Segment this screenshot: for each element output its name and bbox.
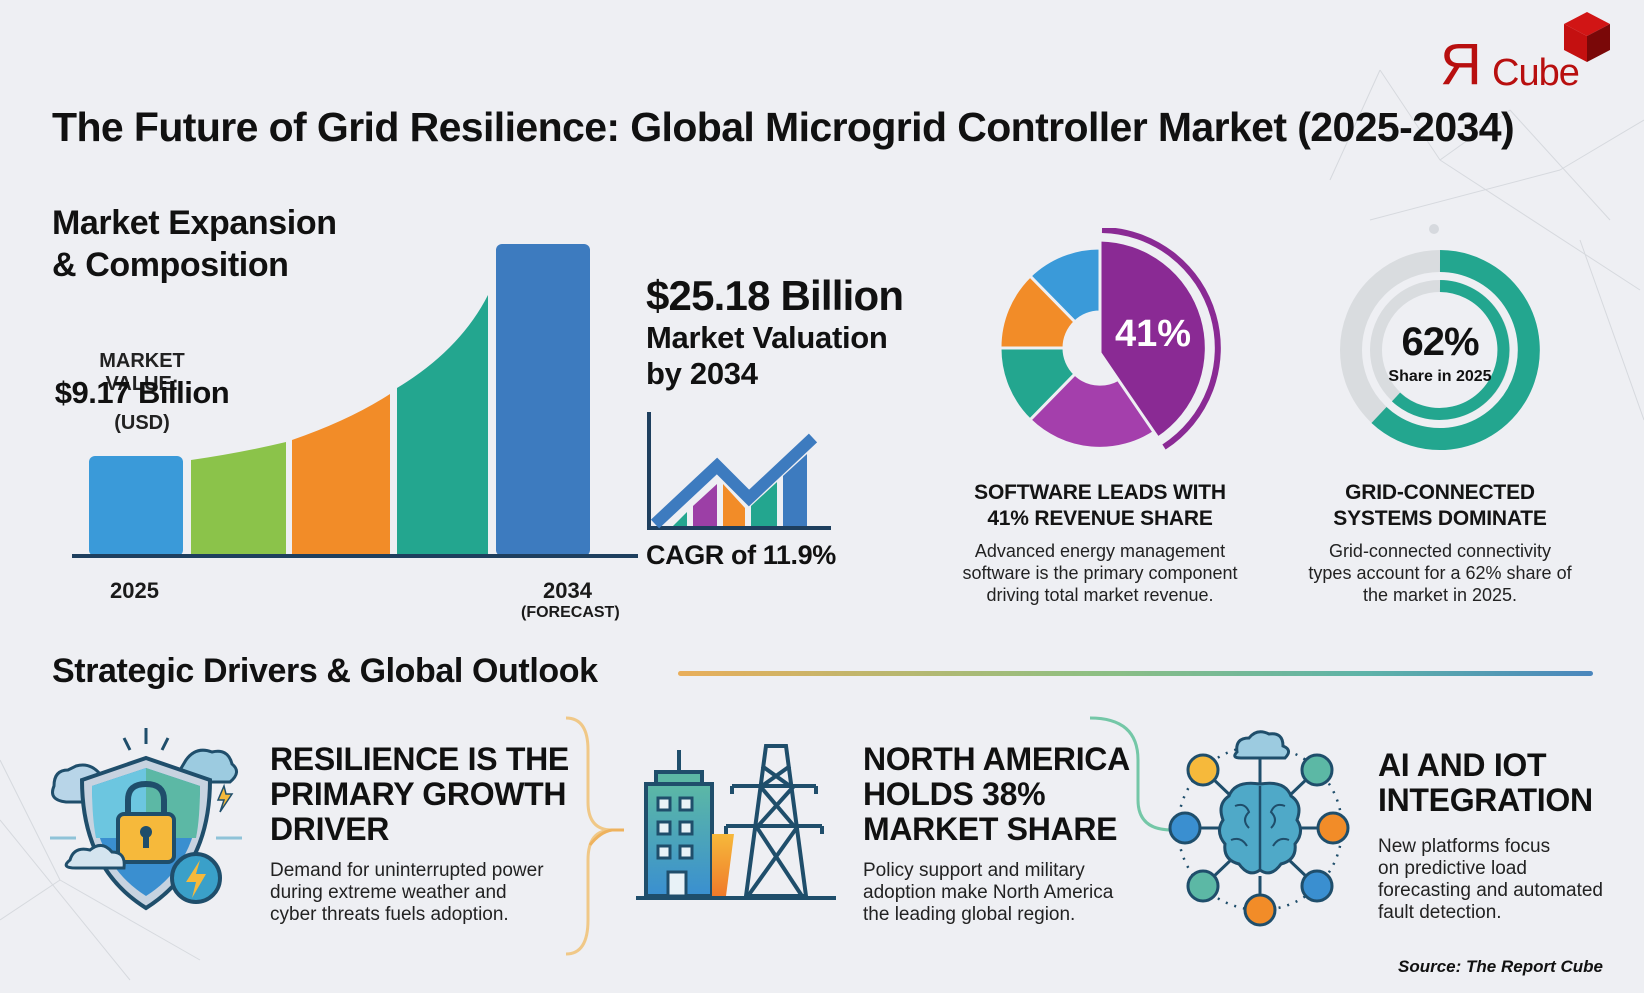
driver-connectors xyxy=(565,716,1173,956)
section-divider-gradient xyxy=(678,671,1593,676)
caption-line: by 2034 xyxy=(646,356,758,391)
building-tower-icon xyxy=(636,744,836,900)
desc-line: on predictive load xyxy=(1378,858,1527,879)
market-value-2034: $25.18 Billion xyxy=(646,272,904,319)
heading-line: MARKET SHARE xyxy=(863,811,1118,847)
desc-line: software is the primary component xyxy=(962,563,1238,583)
driver-2-heading: NORTH AMERICA HOLDS 38% MARKET SHARE xyxy=(863,742,1130,847)
desc-line: driving total market revenue. xyxy=(986,585,1214,605)
software-description: Advanced energy management software is t… xyxy=(940,540,1260,606)
section-title-line: & Composition xyxy=(52,246,289,284)
software-percent: 41% xyxy=(1115,313,1191,355)
heading-line: GRID-CONNECTED xyxy=(1345,481,1535,504)
heading-line: RESILIENCE IS THE xyxy=(270,741,569,777)
desc-line: Grid-connected connectivity xyxy=(1328,541,1552,561)
bar-2034 xyxy=(496,244,590,556)
page-title: The Future of Grid Resilience: Global Mi… xyxy=(52,104,1515,150)
desc-line: cyber threats fuels adoption. xyxy=(270,904,509,925)
desc-line: types account for a 62% share of xyxy=(1308,563,1572,583)
grid-sub-label: Share in 2025 xyxy=(1388,368,1492,385)
shield-lock-icon xyxy=(50,728,242,911)
grid-description: Grid-connected connectivity types accoun… xyxy=(1280,540,1600,606)
x-label-2025: 2025 xyxy=(110,578,159,603)
driver-3-heading: AI AND IOT INTEGRATION xyxy=(1378,748,1593,818)
source-attribution: Source: The Report Cube xyxy=(1398,957,1603,976)
heading-line: INTEGRATION xyxy=(1378,782,1593,818)
heading-line: SYSTEMS DOMINATE xyxy=(1333,507,1547,530)
desc-line: Policy support and military xyxy=(863,860,1085,881)
desc-line: fault detection. xyxy=(1378,902,1502,923)
driver-1-description: Demand for uninterrupted power during ex… xyxy=(270,860,544,926)
desc-line: during extreme weather and xyxy=(270,882,507,903)
heading-line: NORTH AMERICA xyxy=(863,741,1130,777)
heading-line: PRIMARY GROWTH xyxy=(270,776,567,812)
chart-baseline xyxy=(72,554,638,558)
grid-heading: GRID-CONNECTED SYSTEMS DOMINATE xyxy=(1290,480,1590,532)
section-title-strategic-drivers: Strategic Drivers & Global Outlook xyxy=(52,652,598,690)
x-label-forecast: (FORECAST) xyxy=(521,604,620,621)
driver-1-heading: RESILIENCE IS THE PRIMARY GROWTH DRIVER xyxy=(270,742,569,847)
desc-line: the leading global region. xyxy=(863,904,1076,925)
desc-line: New platforms focus xyxy=(1378,836,1551,857)
logo-text: Cube xyxy=(1492,52,1580,94)
caption-line: Market Valuation xyxy=(646,320,888,355)
growth-segment-orange xyxy=(292,394,390,556)
brand-logo: R Cube xyxy=(1440,10,1620,97)
desc-line: Demand for uninterrupted power xyxy=(270,860,544,881)
desc-line: the market in 2025. xyxy=(1362,585,1518,605)
desc-line: Advanced energy management xyxy=(974,541,1226,561)
heading-line: AI AND IOT xyxy=(1378,747,1547,783)
section-title-market-expansion: Market Expansion & Composition xyxy=(52,202,337,286)
desc-line: forecasting and automated xyxy=(1378,880,1603,901)
software-heading: SOFTWARE LEADS WITH 41% REVENUE SHARE xyxy=(950,480,1250,532)
growth-segment-green xyxy=(191,442,286,556)
desc-line: adoption make North America xyxy=(863,882,1114,903)
driver-3-description: New platforms focus on predictive load f… xyxy=(1378,836,1603,924)
driver-2-description: Policy support and military adoption mak… xyxy=(863,860,1113,926)
grid-connected-donut-chart xyxy=(1340,249,1541,451)
logo-mark: R xyxy=(1440,32,1482,97)
cube-icon xyxy=(1564,12,1610,62)
heading-line: HOLDS 38% xyxy=(863,776,1046,812)
ai-brain-network-icon xyxy=(1168,730,1350,927)
growth-segment-teal xyxy=(397,295,488,556)
market-value-label: MARKET VALUE: xyxy=(99,350,185,395)
market-value-2025: $9.17 Billion xyxy=(54,375,230,410)
market-growth-bar-chart xyxy=(72,244,638,558)
heading-line: 41% REVENUE SHARE xyxy=(987,507,1213,530)
section-title-line: Market Expansion xyxy=(52,204,337,242)
heading-line: DRIVER xyxy=(270,811,390,847)
grid-percent: 62% xyxy=(1401,320,1479,364)
market-valuation-caption: Market Valuation by 2034 xyxy=(646,320,888,392)
x-label-2034: 2034 xyxy=(543,578,592,603)
software-share-donut-chart: 41% xyxy=(998,228,1221,450)
growth-trend-icon xyxy=(647,412,831,530)
market-value-unit: (USD) xyxy=(114,412,170,434)
cagr-label: CAGR of 11.9% xyxy=(646,540,836,570)
bar-2025 xyxy=(89,456,183,556)
heading-line: SOFTWARE LEADS WITH xyxy=(974,481,1226,504)
